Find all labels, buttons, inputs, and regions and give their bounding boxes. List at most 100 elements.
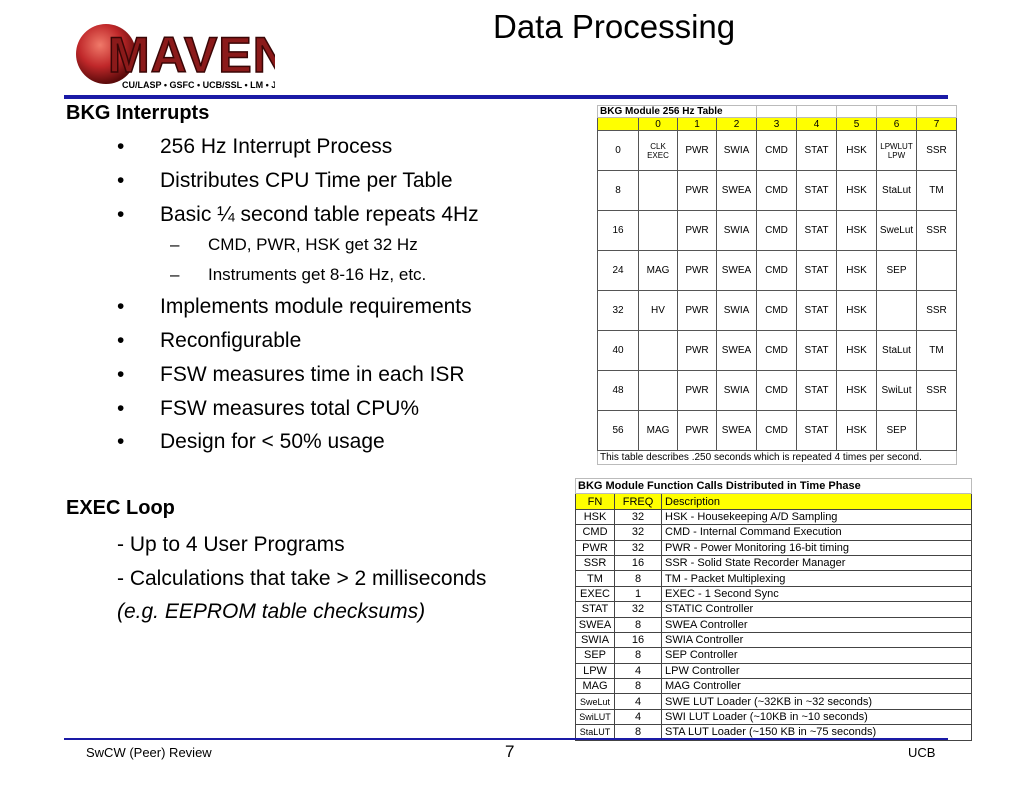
table-cell: STAT xyxy=(796,210,837,251)
function-calls-table: BKG Module Function Calls Distributed in… xyxy=(574,477,973,741)
table-cell: SWEA xyxy=(716,250,757,291)
table-cell: SWIA xyxy=(716,210,757,251)
description-cell: MAG Controller xyxy=(660,678,973,695)
sub-list-item: – CMD, PWR, HSK get 32 Hz xyxy=(170,235,510,255)
table-cell xyxy=(638,330,678,371)
bkg-256hz-table: BKG Module 256 Hz Table 0 1 2 3 4 5 6 7 … xyxy=(597,105,957,465)
bullet-text: FSW measures time in each ISR xyxy=(160,363,465,386)
bullet-icon: • xyxy=(117,397,125,420)
list-item: • 256 Hz Interrupt Process xyxy=(117,135,517,159)
table-note: This table describes .250 seconds which … xyxy=(597,450,957,465)
table-cell: StaLut xyxy=(876,170,917,211)
footer-right-text: UCB xyxy=(908,745,936,760)
list-item: • FSW measures time in each ISR xyxy=(117,363,517,387)
table-cell: SEP xyxy=(876,410,917,451)
table-cell: HSK xyxy=(836,370,877,411)
table-cell: SWIA xyxy=(716,290,757,331)
freq-cell: 8 xyxy=(614,678,662,695)
row-label: 24 xyxy=(597,250,639,291)
table-cell: HSK xyxy=(836,250,877,291)
fn-cell: EXEC xyxy=(575,585,615,603)
table-cell: PWR xyxy=(677,130,717,171)
table-row: LPW 4 LPW Controller xyxy=(575,662,973,680)
table-cell xyxy=(876,290,917,331)
table-cell: STAT xyxy=(796,170,837,211)
dash-icon: – xyxy=(170,235,180,254)
row-label: 8 xyxy=(597,170,639,211)
column-header: 0 xyxy=(638,117,678,131)
table-row: 0 CLK EXEC PWR SWIA CMD STAT HSK LPWLUT LPW SSR xyxy=(597,130,957,171)
table-cell: SSR xyxy=(916,210,957,251)
column-header: 1 xyxy=(677,117,717,131)
table-row: MAG 8 MAG Controller xyxy=(575,678,973,695)
table-cell: SSR xyxy=(916,370,957,411)
fn-cell: STAT xyxy=(575,601,615,618)
table-title-row: BKG Module Function Calls Distributed in… xyxy=(574,477,973,495)
description-cell: CMD - Internal Command Execution xyxy=(660,524,973,541)
table-cell: HSK xyxy=(836,410,877,451)
row-label: 40 xyxy=(597,330,639,371)
table-cell: HSK xyxy=(836,170,877,211)
sub-bullet-text: Instruments get 8-16 Hz, etc. xyxy=(208,265,427,284)
table-row: SSR 16 SSR - Solid State Recorder Manager xyxy=(575,554,973,572)
exec-line: (e.g. EEPROM table checksums) xyxy=(117,600,426,623)
table-cell: SweLut xyxy=(876,210,917,251)
fn-cell: SSR xyxy=(575,554,615,572)
table-cell: SSR xyxy=(916,290,957,331)
table-cell xyxy=(638,170,678,211)
sub-list-item: – Instruments get 8-16 Hz, etc. xyxy=(170,265,510,285)
table-cell: TM xyxy=(916,330,957,371)
table-cell: CLK EXEC xyxy=(638,130,678,171)
table-title: BKG Module 256 Hz Table xyxy=(597,105,757,118)
fn-cell: CMD xyxy=(575,524,615,541)
table-cell: SSR xyxy=(916,130,957,171)
footer-divider xyxy=(64,738,948,740)
exec-line: - Up to 4 User Programs xyxy=(117,533,345,556)
table-row: SEP 8 SEP Controller xyxy=(575,647,973,664)
table-cell xyxy=(916,410,957,451)
freq-cell: 4 xyxy=(614,708,662,726)
table-row: 16 PWR SWIA CMD STAT HSK SweLut SSR xyxy=(597,210,957,251)
freq-cell: 32 xyxy=(614,601,662,618)
bullet-text: Design for < 50% usage xyxy=(160,430,385,453)
fn-cell: SwiLUT xyxy=(575,708,615,726)
logo-subtitle: CU/LASP • GSFC • UCB/SSL • LM • JPL xyxy=(122,80,275,90)
freq-cell: 8 xyxy=(614,570,662,587)
table-cell: PWR xyxy=(677,170,717,211)
table-row: EXEC 1 EXEC - 1 Second Sync xyxy=(575,585,973,603)
row-label: 32 xyxy=(597,290,639,331)
freq-cell: 16 xyxy=(614,554,662,572)
bullet-icon: • xyxy=(117,295,125,318)
table-cell: SWEA xyxy=(716,170,757,211)
table-cell: STAT xyxy=(796,330,837,371)
table-cell: CMD xyxy=(756,290,797,331)
table-cell: PWR xyxy=(677,330,717,371)
freq-cell: 32 xyxy=(614,539,662,556)
table-row: SWEA 8 SWEA Controller xyxy=(575,616,973,633)
table-cell: PWR xyxy=(677,250,717,291)
table-row: 24 MAG PWR SWEA CMD STAT HSK SEP xyxy=(597,250,957,291)
row-label: 16 xyxy=(597,210,639,251)
table-cell: LPWLUT LPW xyxy=(876,130,917,171)
table-row: SweLut 4 SWE LUT Loader (~32KB in ~32 seco… xyxy=(575,693,973,710)
table-cell: HV xyxy=(638,290,678,331)
sub-bullet-text: CMD, PWR, HSK get 32 Hz xyxy=(208,235,418,254)
table-cell: PWR xyxy=(677,290,717,331)
bullet-text: FSW measures total CPU% xyxy=(160,397,420,420)
row-label: 0 xyxy=(597,130,639,171)
fn-cell: LPW xyxy=(575,662,615,680)
description-cell: LPW Controller xyxy=(660,662,973,680)
fn-cell: MAG xyxy=(575,678,615,695)
description-cell: SSR - Solid State Recorder Manager xyxy=(660,554,973,572)
bullet-icon: • xyxy=(117,430,125,453)
table-cell: HSK xyxy=(836,130,877,171)
description-cell: EXEC - 1 Second Sync xyxy=(660,585,973,603)
description-cell: PWR - Power Monitoring 16-bit timing xyxy=(660,539,973,556)
table-cell: MAG xyxy=(638,410,678,451)
table-cell: STAT xyxy=(796,370,837,411)
freq-cell: 8 xyxy=(614,616,662,633)
dash-icon: – xyxy=(170,265,180,284)
column-header: Description xyxy=(660,493,973,510)
table-row: 32 HV PWR SWIA CMD STAT HSK SSR xyxy=(597,290,957,331)
table-row: StaLUT 8 STA LUT Loader (~150 KB in ~75 se… xyxy=(575,724,973,741)
